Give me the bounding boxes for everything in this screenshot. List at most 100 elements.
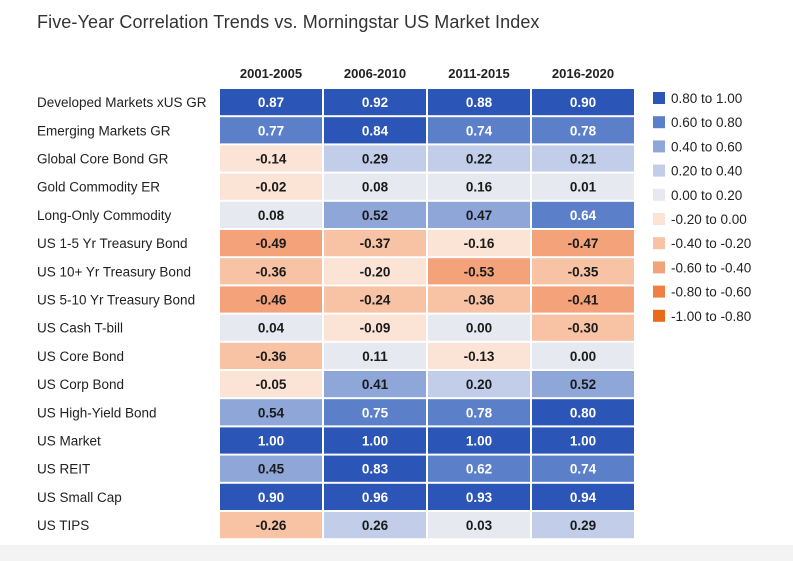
cell-value: 0.11 — [362, 349, 388, 364]
heatmap-cell — [220, 314, 322, 341]
heatmap-cell — [324, 427, 426, 454]
cell-value: -0.36 — [256, 349, 287, 364]
heatmap-cell — [428, 286, 530, 313]
column-header: 2011-2015 — [448, 66, 509, 81]
heatmap-cell — [220, 145, 322, 172]
row-label: Long-Only Commodity — [37, 208, 172, 223]
cell-value: -0.16 — [464, 236, 495, 251]
row-label: US Cash T-bill — [37, 321, 123, 336]
cell-value: 0.96 — [362, 490, 389, 505]
heatmap-cell — [324, 258, 426, 285]
legend-swatch — [653, 188, 665, 201]
heatmap-cell — [428, 314, 530, 341]
cell-value: -0.41 — [568, 293, 599, 308]
heatmap-cell — [220, 173, 322, 200]
row-label: US 5-10 Yr Treasury Bond — [37, 293, 195, 308]
cell-value: 0.94 — [570, 490, 597, 505]
heatmap-cell — [324, 286, 426, 313]
cell-value: 0.21 — [570, 152, 597, 167]
heatmap-cell — [428, 399, 530, 426]
cell-value: 0.45 — [258, 462, 285, 477]
heatmap-cell — [428, 371, 530, 398]
heatmap-cell — [428, 258, 530, 285]
cell-value: 0.16 — [466, 180, 493, 195]
heatmap-cell — [324, 89, 426, 116]
heatmap-cell — [220, 427, 322, 454]
row-label: US Market — [37, 434, 101, 449]
heatmap-cell — [532, 201, 634, 228]
cell-value: -0.36 — [256, 264, 287, 279]
heatmap-cell — [324, 342, 426, 369]
heatmap-cell — [220, 483, 322, 510]
row-label: Developed Markets xUS GR — [37, 95, 207, 110]
cell-value: 0.47 — [466, 208, 492, 223]
legend-swatch — [653, 309, 665, 322]
heatmap-cell — [428, 89, 530, 116]
heatmap-cell — [220, 342, 322, 369]
heatmap-cell — [532, 314, 634, 341]
cell-value: 0.01 — [570, 180, 597, 195]
heatmap-cell — [428, 145, 530, 172]
heatmap-cell — [532, 286, 634, 313]
heatmap-cell — [324, 145, 426, 172]
cell-value: -0.49 — [256, 236, 287, 251]
cell-value: 0.78 — [570, 123, 597, 138]
heatmap-cell — [220, 117, 322, 144]
legend-label: 0.60 to 0.80 — [671, 115, 742, 130]
cell-value: 0.78 — [466, 405, 493, 420]
cell-value: 0.08 — [258, 208, 285, 223]
legend-swatch — [653, 92, 665, 104]
legend-swatch — [653, 116, 665, 129]
legend-swatch — [653, 164, 665, 177]
row-label: Global Core Bond GR — [37, 152, 169, 167]
heatmap-cell — [428, 455, 530, 482]
row-label: US 1-5 Yr Treasury Bond — [37, 236, 188, 251]
heatmap-cell — [220, 455, 322, 482]
cell-value: 0.93 — [466, 490, 493, 505]
legend-label: 0.40 to 0.60 — [671, 139, 742, 154]
cell-value: 0.80 — [570, 405, 596, 420]
heatmap-cell — [532, 258, 634, 285]
heatmap-cell — [428, 342, 530, 369]
cell-value: 0.52 — [362, 208, 388, 223]
legend-swatch — [653, 261, 665, 274]
heatmap-cell — [532, 399, 634, 426]
cell-value: 0.29 — [362, 152, 388, 167]
heatmap-cell — [324, 230, 426, 257]
cell-value: 0.54 — [258, 405, 285, 420]
legend-swatch — [653, 237, 665, 250]
legend-label: 0.80 to 1.00 — [671, 91, 742, 106]
row-label: Emerging Markets GR — [37, 123, 171, 138]
cell-value: 0.75 — [362, 405, 389, 420]
heatmap-cell — [220, 371, 322, 398]
legend-label: 0.00 to 0.20 — [671, 188, 742, 203]
column-header: 2001-2005 — [240, 66, 302, 81]
legend-swatch — [653, 285, 665, 298]
bottom-band — [0, 545, 793, 561]
heatmap-cell — [324, 314, 426, 341]
legend-label: -0.80 to -0.60 — [671, 285, 751, 300]
cell-value: -0.20 — [360, 264, 391, 279]
heatmap-cell — [532, 371, 634, 398]
cell-value: 0.74 — [466, 123, 493, 138]
heatmap-cell — [220, 89, 322, 116]
heatmap-cell — [220, 286, 322, 313]
legend-swatch — [653, 140, 665, 153]
cell-value: 0.64 — [570, 208, 597, 223]
cell-value: 1.00 — [466, 434, 492, 449]
legend-label: -1.00 to -0.80 — [671, 309, 751, 324]
heatmap-cell — [532, 342, 634, 369]
heatmap-cell — [428, 173, 530, 200]
cell-value: -0.13 — [464, 349, 495, 364]
row-label: US Corp Bond — [37, 377, 124, 392]
legend-label: -0.40 to -0.20 — [671, 236, 751, 251]
heatmap-cell — [220, 230, 322, 257]
cell-value: -0.46 — [256, 293, 287, 308]
legend-label: -0.60 to -0.40 — [671, 260, 751, 275]
heatmap-cell — [220, 258, 322, 285]
row-label: US TIPS — [37, 518, 89, 533]
heatmap-cell — [532, 427, 634, 454]
row-label: US REIT — [37, 462, 90, 477]
cell-value: 0.83 — [362, 462, 389, 477]
